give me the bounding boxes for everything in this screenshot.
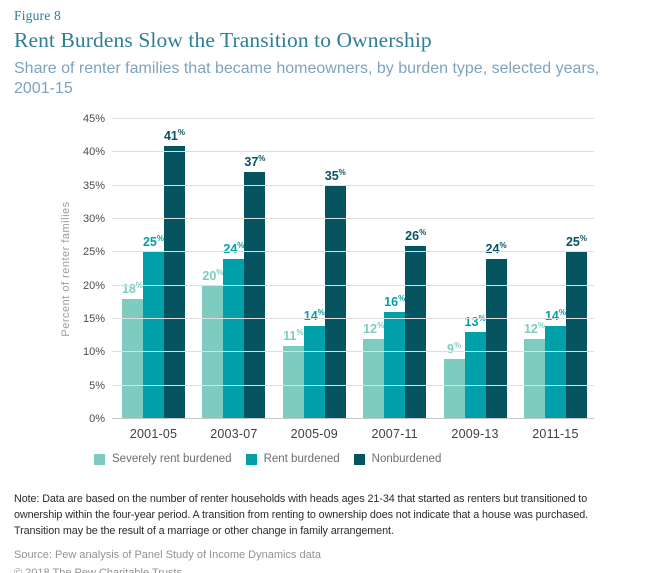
- bar-value-label: 35%: [324, 167, 346, 183]
- bar-value-label: 25%: [142, 234, 165, 250]
- bar-value-label: 14%: [544, 307, 566, 323]
- bar: 11%: [282, 328, 304, 419]
- bar-value-label: 24%: [485, 240, 507, 256]
- bar-value-label: 26%: [405, 227, 427, 243]
- bar-group: 20% 24% 37% 2003-07: [202, 119, 265, 441]
- y-tick-label: 35%: [82, 179, 105, 192]
- bar-value-label: 25%: [565, 234, 587, 250]
- copyright-text: © 2018 The Pew Charitable Trusts: [14, 566, 183, 573]
- bar-value-label: 18%: [121, 281, 143, 296]
- bar-value-label: 13%: [464, 314, 486, 330]
- y-tick-label: 20%: [82, 279, 105, 292]
- bar: 12%: [363, 321, 384, 419]
- legend-item: Nonburdened: [353, 453, 442, 465]
- bar: 25%: [566, 234, 587, 419]
- gridline: [112, 151, 594, 153]
- bar: 14%: [545, 308, 566, 419]
- bar-value-label: 16%: [384, 294, 406, 310]
- y-tick-label: 25%: [82, 246, 105, 259]
- x-axis-label: 2007-11: [371, 427, 418, 441]
- bar-value-label: 20%: [202, 267, 224, 283]
- y-tick-label: 40%: [82, 146, 105, 159]
- gridline: [112, 318, 594, 319]
- x-axis-label: 2001-05: [129, 427, 178, 441]
- bar-value-label: 9%: [447, 340, 462, 356]
- bar-group: 18% 25% 41% 2001-05: [122, 119, 185, 441]
- gridline: [112, 384, 594, 386]
- bar: 13%: [465, 314, 486, 419]
- bar-value-label: 11%: [283, 327, 304, 343]
- bar-value-label: 37%: [244, 154, 266, 170]
- bar-chart: Percent of renter families 18%25%41%2001…: [14, 113, 636, 441]
- bar-value-label: 14%: [303, 307, 325, 323]
- bar: 24%: [486, 241, 507, 419]
- bar: 16%: [384, 294, 405, 419]
- bar: 26%: [405, 228, 426, 419]
- bar: 18%: [122, 281, 143, 419]
- bar: 9%: [443, 341, 465, 419]
- y-tick-label: 30%: [82, 213, 105, 226]
- y-tick-label: 0%: [89, 413, 105, 425]
- plot-area: 18% 25% 41% 2001-05 20% 24% 37% 2003-07 11% 14% 35…: [112, 118, 594, 441]
- y-tick-label: 5%: [89, 379, 105, 392]
- gridline: [112, 184, 594, 186]
- bar: 37%: [244, 154, 265, 419]
- y-tick-label: 45%: [82, 113, 105, 125]
- note-text: Note: Data are based on the number of re…: [14, 493, 589, 538]
- gridline: [112, 284, 594, 286]
- bar-group: 12% 14% 25% 2011-15: [524, 119, 587, 441]
- bar-value-label: 41%: [163, 127, 186, 143]
- legend-item: Severely rent burdened: [94, 453, 232, 465]
- bar: 41%: [164, 128, 185, 419]
- bar-group: 11% 14% 35% 2005-09: [282, 119, 346, 441]
- bar-groups-row: 18% 25% 41% 2001-05 20% 24% 37% 2003-07 11% 14% 35…: [112, 119, 594, 441]
- x-axis-label: 2003-07: [210, 427, 258, 441]
- gridline: [112, 351, 594, 353]
- figure-number: Figure 8: [14, 8, 61, 23]
- bar: 25%: [143, 234, 164, 419]
- gridline: [112, 218, 594, 219]
- bar-value-label: 12%: [363, 320, 385, 336]
- bar: 35%: [325, 168, 346, 419]
- legend-item: Rent burdened: [245, 453, 340, 465]
- x-axis-label: 2009-13: [451, 427, 499, 441]
- bar-value-label: 24%: [223, 240, 245, 256]
- legend-swatch: [245, 453, 257, 465]
- legend-label: Rent burdened: [263, 453, 340, 465]
- gridline: [112, 118, 594, 119]
- bar-group: 9%13% 24% 2009-13: [443, 119, 507, 441]
- gridline: [112, 251, 594, 253]
- bar: 12%: [524, 321, 545, 419]
- figure-title: Rent Burdens Slow the Transition to Owne…: [14, 28, 432, 52]
- x-axis-label: 2005-09: [290, 427, 338, 441]
- figure-subtitle: Share of renter families that became hom…: [14, 60, 600, 97]
- gridline: [112, 418, 594, 419]
- legend: Severely rent burdened Rent burdened Nonbu…: [94, 453, 636, 465]
- legend-label: Severely rent burdened: [112, 453, 232, 465]
- bar: 14%: [304, 308, 325, 419]
- bar-value-label: 12%: [523, 320, 545, 336]
- y-tick-label: 10%: [82, 346, 105, 359]
- legend-label: Nonburdened: [371, 453, 442, 465]
- y-tick-label: 15%: [82, 313, 105, 326]
- legend-swatch: [353, 453, 365, 465]
- figure-footer: Note: Data are based on the number of re…: [14, 491, 636, 573]
- source-text: Source: Pew analysis of Panel Study of I…: [14, 548, 321, 561]
- bar-group: 12% 16% 26% 2007-11: [363, 119, 426, 441]
- x-axis-label: 2011-15: [532, 427, 579, 441]
- bar: 24%: [223, 241, 244, 419]
- legend-swatch: [94, 453, 105, 465]
